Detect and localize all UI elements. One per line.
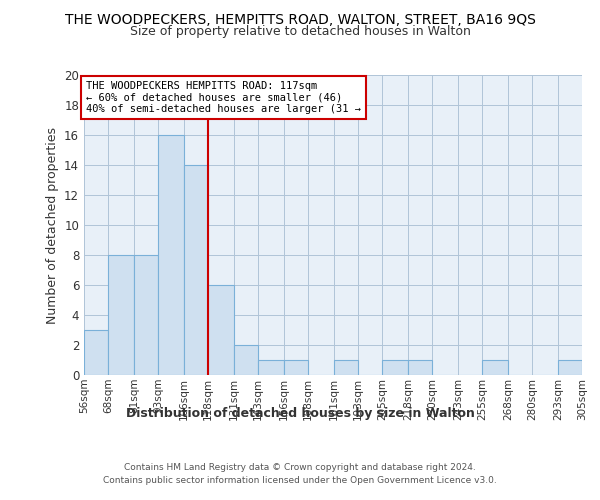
Bar [184, 165, 208, 375]
Bar [408, 360, 432, 375]
Bar [84, 330, 108, 375]
Y-axis label: Number of detached properties: Number of detached properties [46, 126, 59, 324]
Bar [382, 360, 408, 375]
Text: THE WOODPECKERS HEMPITTS ROAD: 117sqm
← 60% of detached houses are smaller (46)
: THE WOODPECKERS HEMPITTS ROAD: 117sqm ← … [86, 81, 361, 114]
Bar [558, 360, 582, 375]
Bar [108, 255, 134, 375]
Bar [334, 360, 358, 375]
Bar [234, 345, 258, 375]
Bar [482, 360, 508, 375]
Text: Contains HM Land Registry data © Crown copyright and database right 2024.: Contains HM Land Registry data © Crown c… [124, 462, 476, 471]
Text: Contains public sector information licensed under the Open Government Licence v3: Contains public sector information licen… [103, 476, 497, 485]
Text: THE WOODPECKERS, HEMPITTS ROAD, WALTON, STREET, BA16 9QS: THE WOODPECKERS, HEMPITTS ROAD, WALTON, … [65, 12, 535, 26]
Bar [258, 360, 284, 375]
Text: Size of property relative to detached houses in Walton: Size of property relative to detached ho… [130, 25, 470, 38]
Text: Distribution of detached houses by size in Walton: Distribution of detached houses by size … [125, 408, 475, 420]
Bar [208, 285, 234, 375]
Bar [284, 360, 308, 375]
Bar [134, 255, 158, 375]
Bar [158, 135, 184, 375]
